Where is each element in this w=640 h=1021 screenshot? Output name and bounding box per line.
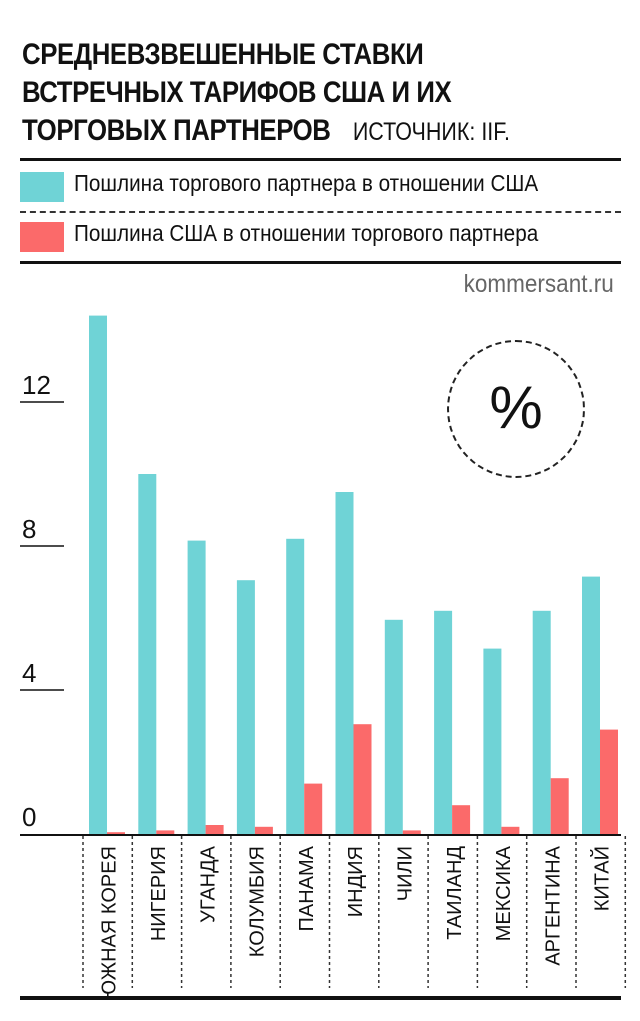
bar-usa [205, 825, 224, 834]
category-label: ЧИЛИ [394, 846, 416, 901]
category-label: МЕКСИКА [493, 845, 515, 941]
bar-partner [286, 538, 305, 834]
bar-usa [452, 805, 471, 834]
category-label: НИГЕРИЯ [148, 846, 170, 941]
bar-partner [483, 648, 502, 834]
bar-usa [156, 830, 175, 834]
legend-divider [20, 211, 621, 213]
bar-partner [89, 315, 107, 835]
legend-item-usa: Пошлина США в отношении торгового партне… [20, 214, 621, 258]
category-label: ЮЖНАЯ КОРЕЯ [99, 846, 121, 1000]
category-label: УГАНДА [197, 845, 219, 923]
bottom-rule [20, 996, 621, 1000]
bar-partner [532, 610, 551, 834]
bar-partner [434, 610, 453, 834]
bar-usa [550, 778, 569, 834]
category-label: ТАИЛАНД [444, 846, 466, 940]
bar-usa [600, 729, 618, 834]
y-tick-label: 8 [22, 514, 36, 544]
bar-usa [107, 832, 125, 834]
bar-usa [402, 830, 421, 834]
chart-title: СРЕДНЕВЗВЕШЕННЫЕ СТАВКИ ВСТРЕЧНЫХ ТАРИФО… [22, 36, 538, 151]
category-label: КИТАЙ [590, 846, 614, 911]
bar-partner [335, 492, 354, 834]
legend-label-usa: Пошлина США в отношении торгового партне… [74, 220, 539, 246]
legend-label-partner: Пошлина торгового партнера в отношении С… [74, 170, 539, 196]
top-rule [20, 158, 621, 161]
bar-partner [138, 474, 157, 834]
bar-partner [582, 576, 600, 834]
legend-swatch-usa [20, 222, 64, 252]
legend-item-partner: Пошлина торгового партнера в отношении С… [20, 164, 621, 208]
category-label: ПАНАМА [296, 845, 318, 931]
bar-usa [501, 826, 520, 834]
category-label: АРГЕНТИНА [542, 845, 564, 965]
title-line-1: СРЕДНЕВЗВЕШЕННЫЕ СТАВКИ [22, 38, 424, 71]
unit-label: % [489, 374, 543, 441]
title-line-3: ТОРГОВЫХ ПАРТНЕРОВ [22, 114, 331, 147]
y-tick-label: 0 [22, 802, 36, 832]
category-label: ИНДИЯ [345, 846, 367, 917]
bar-usa [353, 724, 372, 834]
site-credit: kommersant.ru [463, 270, 614, 298]
source-note: ИСТОЧНИК: IIF. [352, 118, 510, 146]
y-tick-label: 4 [22, 658, 36, 688]
title-line-2: ВСТРЕЧНЫХ ТАРИФОВ США И ИХ [22, 76, 452, 109]
unit-badge: % [447, 340, 585, 478]
bar-partner [384, 619, 403, 834]
y-tick-label: 12 [22, 370, 51, 400]
bar-partner [236, 580, 255, 834]
legend-swatch-partner [20, 172, 64, 202]
legend-bottom-rule [20, 261, 621, 264]
category-label: КОЛУМБИЯ [247, 846, 269, 957]
bar-usa [304, 783, 323, 834]
bar-partner [187, 540, 206, 834]
bar-usa [254, 826, 273, 834]
